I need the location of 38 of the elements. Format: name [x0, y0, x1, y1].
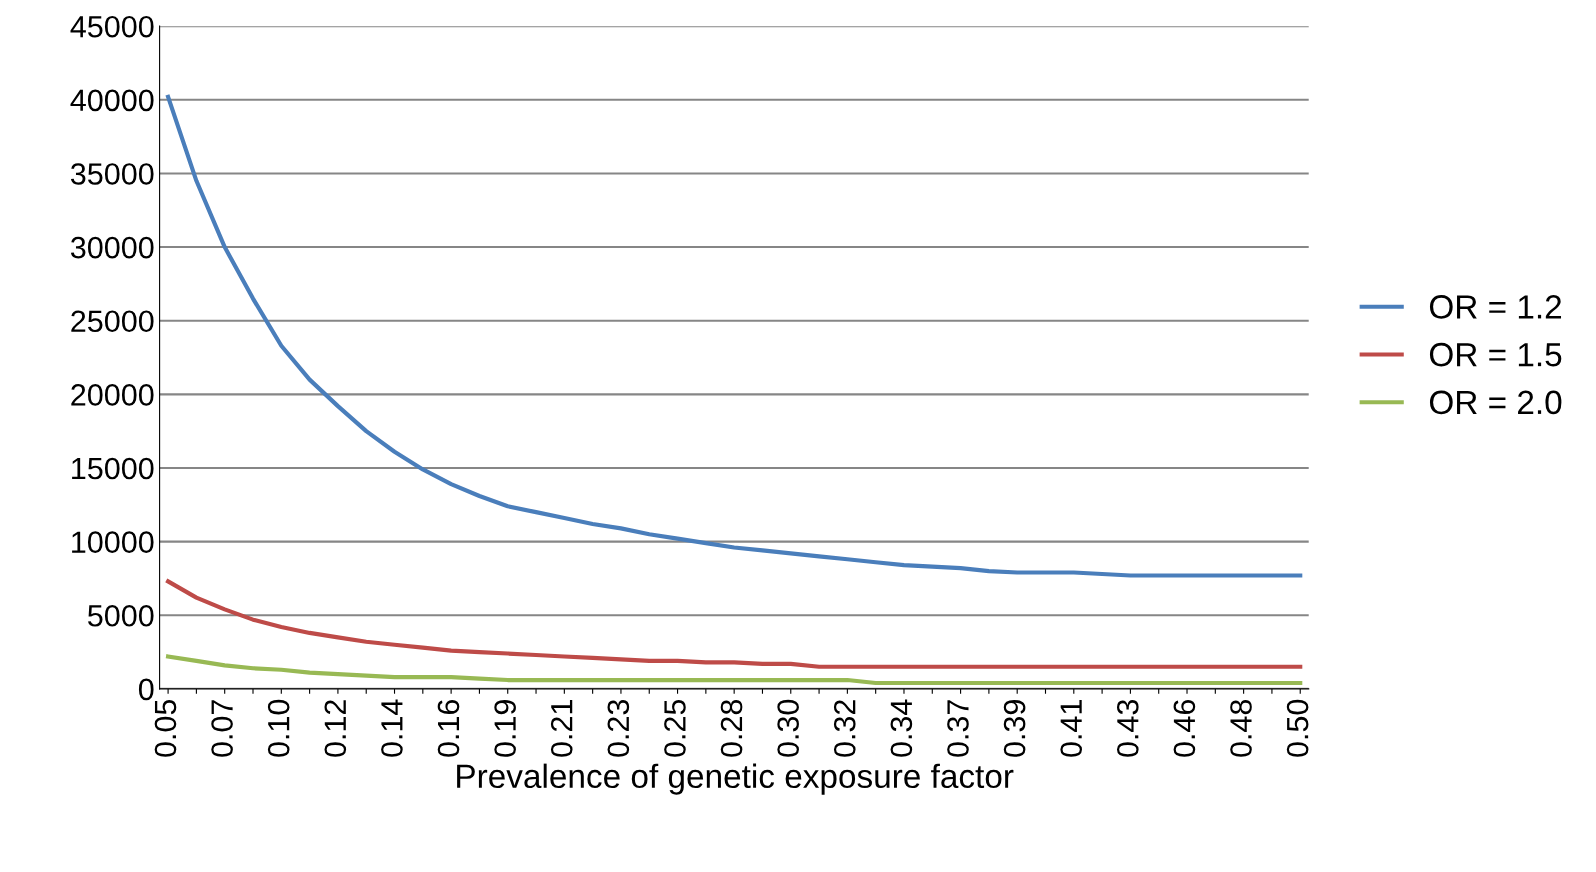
y-tick-label: 35000 [70, 163, 154, 185]
x-tick-label: 0.23 [607, 699, 630, 757]
y-tick-label: 15000 [72, 457, 154, 480]
x-axis-title: Prevalence of genetic exposure factor [457, 763, 1014, 795]
y-tick-label: 40000 [70, 89, 154, 112]
x-tick-label: 0.12 [324, 700, 347, 757]
x-tick-label: 0.05 [154, 699, 177, 757]
x-tick-label: 0.34 [890, 699, 913, 757]
x-tick-label: 0.10 [267, 699, 290, 757]
y-tick-label: 5000 [87, 604, 154, 627]
y-tick-label: 20000 [71, 384, 154, 406]
legend-label: OR = 1.2 [1429, 295, 1562, 319]
line-series [166, 654, 1303, 686]
x-tick-label: 0.37 [947, 700, 969, 757]
x-tick-label: 0.16 [437, 699, 460, 757]
line-series [166, 94, 1303, 578]
x-tick-label: 0.30 [777, 699, 799, 757]
x-tick-label: 0.50 [1286, 699, 1309, 757]
y-tick-label: 25000 [71, 310, 154, 333]
x-tick-label: 0.07 [211, 700, 233, 757]
x-tick-label: 0.28 [720, 699, 743, 757]
legend-label: OR = 2.0 [1429, 390, 1562, 415]
x-tick-label: 0.19 [494, 700, 516, 757]
x-tick-label: 0.41 [1060, 700, 1082, 757]
y-tick-label: 10000 [72, 531, 154, 553]
x-tick-label: 0.48 [1230, 699, 1252, 757]
y-tick-label: 45000 [70, 15, 154, 38]
x-tick-label: 0.46 [1173, 699, 1196, 757]
x-tick-label: 0.21 [550, 700, 573, 757]
x-tick-label: 0.14 [381, 699, 403, 757]
x-tick-label: 0.39 [1003, 700, 1026, 757]
legend-label: OR = 1.5 [1429, 342, 1562, 367]
y-tick-label: 30000 [70, 236, 154, 259]
x-tick-label: 0.25 [664, 699, 686, 757]
x-tick-label: 0.32 [833, 700, 856, 757]
x-tick-label: 0.43 [1116, 699, 1139, 757]
line-series [166, 579, 1303, 669]
y-tick-label: 0 [138, 678, 154, 701]
